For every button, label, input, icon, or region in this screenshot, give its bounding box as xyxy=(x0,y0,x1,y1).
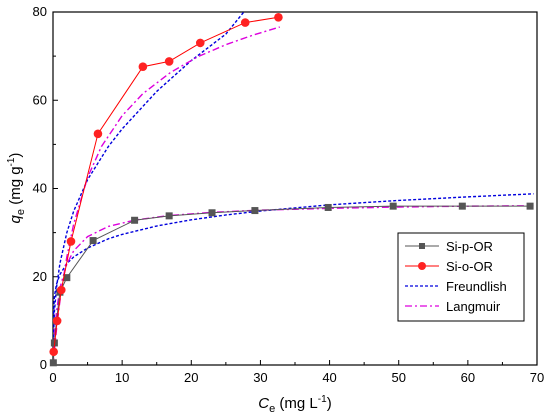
y-tick-label: 20 xyxy=(33,269,47,284)
legend: Si-p-OR Si-o-OR Freundlish Langmuir xyxy=(397,232,525,322)
legend-item-si-p-or: Si-p-OR xyxy=(405,239,493,254)
si-p-or-series-line xyxy=(52,205,531,363)
si-p-or-point xyxy=(389,202,397,210)
si-o-or-point xyxy=(56,285,66,295)
si-o-or-point xyxy=(49,347,58,357)
si-o-or-point xyxy=(138,62,148,72)
x-tick-label: 10 xyxy=(115,370,129,385)
data-series xyxy=(49,12,534,367)
x-tick-label: 60 xyxy=(461,370,475,385)
freundlish-fit-curve-2 xyxy=(53,12,245,348)
si-o-or-point xyxy=(52,316,62,326)
y-tick-label: 40 xyxy=(33,181,47,196)
axis-ticks: 0 10 20 30 40 50 60 70 0 20 40 60 80 xyxy=(33,4,545,385)
legend-label-si-o-or: Si-o-OR xyxy=(446,259,493,274)
legend-label-si-p-or: Si-p-OR xyxy=(446,239,493,254)
si-o-or-point xyxy=(274,12,283,22)
y-axis-title: qe (mg g-1) xyxy=(6,153,27,224)
si-o-or-point xyxy=(164,57,174,66)
legend-label-freundlish: Freundlish xyxy=(446,279,507,294)
x-tick-label: 50 xyxy=(391,370,405,385)
legend-item-freundlish: Freundlish xyxy=(405,279,507,294)
si-p-or-point xyxy=(324,203,332,211)
si-o-or-point xyxy=(66,237,76,246)
si-p-or-point xyxy=(131,216,139,224)
langmuir-fit-curve-1 xyxy=(53,205,534,365)
y-tick-label: 80 xyxy=(33,4,47,19)
si-p-or-point xyxy=(251,207,259,215)
si-p-or-point xyxy=(458,202,466,210)
si-p-or-point xyxy=(63,274,71,282)
si-o-or-point xyxy=(93,129,103,139)
si-p-or-point xyxy=(49,359,57,367)
si-o-or-series-line xyxy=(53,16,279,352)
x-tick-label: 70 xyxy=(530,370,544,385)
si-p-or-point xyxy=(526,202,534,210)
legend-item-si-o-or: Si-o-OR xyxy=(405,259,493,274)
legend-label-langmuir: Langmuir xyxy=(446,299,501,314)
langmuir-fit-curve-2 xyxy=(53,26,280,365)
y-tick-label: 0 xyxy=(40,357,47,372)
si-p-or-point xyxy=(165,212,173,220)
legend-item-langmuir: Langmuir xyxy=(405,299,501,314)
si-o-or-point xyxy=(240,18,250,27)
x-tick-label: 30 xyxy=(253,370,267,385)
si-o-or-point xyxy=(195,38,205,48)
x-tick-label: 0 xyxy=(49,370,56,385)
si-p-or-point xyxy=(208,209,216,217)
freundlish-fit-curve-1 xyxy=(53,193,534,324)
x-axis-title: Ce (mg L-1) xyxy=(258,394,331,415)
x-tick-label: 20 xyxy=(184,370,198,385)
si-p-or-point xyxy=(89,237,97,245)
y-tick-label: 60 xyxy=(33,92,47,107)
x-tick-label: 40 xyxy=(322,370,336,385)
